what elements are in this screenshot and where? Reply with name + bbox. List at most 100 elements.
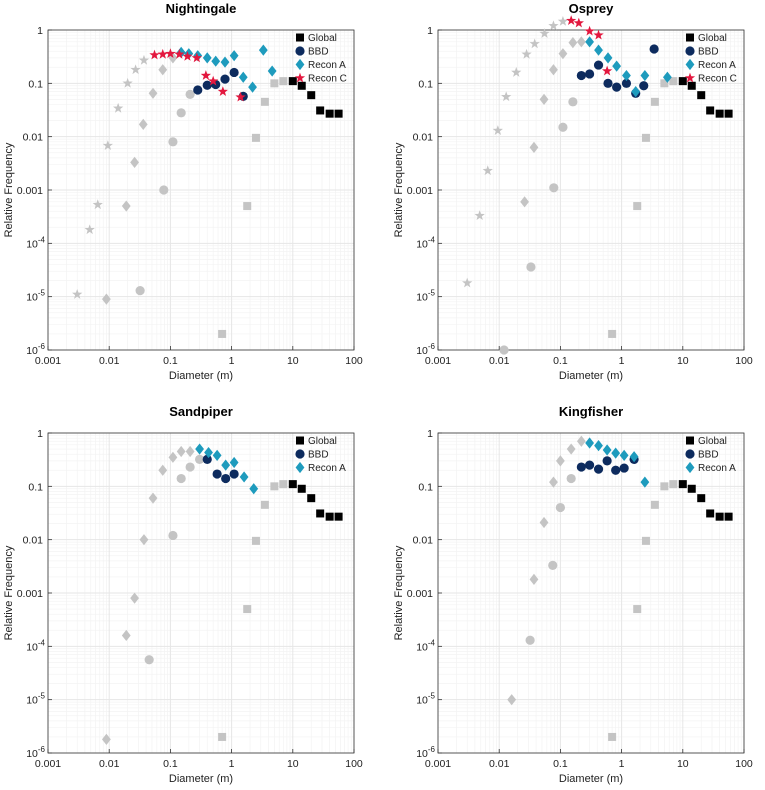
- recon-a-grey-point: [158, 64, 168, 76]
- recon-a-grey-point: [520, 196, 529, 208]
- y-tick-label: 10-5: [26, 289, 45, 304]
- recon-c-grey-point: [130, 64, 141, 75]
- recon-a-point: [229, 456, 239, 469]
- recon-c-point: [584, 25, 595, 36]
- legend-marker-bbd: [685, 46, 695, 56]
- global-point: [325, 512, 334, 521]
- recon-c-grey-point: [529, 38, 540, 49]
- x-tick-label: 1: [229, 355, 235, 367]
- bbd-grey-point: [144, 655, 154, 665]
- x-tick-label: 0.1: [163, 355, 178, 367]
- recon-a-grey-point: [158, 464, 168, 476]
- legend-marker-global: [686, 436, 694, 445]
- global-grey-point: [608, 732, 617, 741]
- recon-a-point: [585, 437, 594, 449]
- chart-title: Osprey: [569, 1, 615, 16]
- y-tick-label: 10-4: [416, 638, 435, 653]
- recon-c-grey-point: [548, 20, 559, 31]
- x-tick-label: 0.001: [35, 758, 61, 770]
- bbd-grey-point: [499, 345, 509, 355]
- legend-label: Recon A: [308, 60, 346, 71]
- bbd-grey-point: [176, 108, 186, 118]
- x-tick-label: 0.001: [425, 758, 451, 770]
- recon-a-grey-point: [549, 64, 558, 76]
- legend-marker-recon-a: [685, 58, 695, 71]
- legend-marker-global: [296, 436, 304, 445]
- recon-c-point: [208, 75, 219, 86]
- recon-c-point: [200, 70, 212, 80]
- global-point: [715, 109, 724, 118]
- x-tick-label: 10: [677, 355, 689, 367]
- global-grey-point: [251, 133, 260, 142]
- recon-c-grey-point: [557, 15, 569, 26]
- global-grey-point: [641, 536, 650, 545]
- recon-a-grey-point: [168, 52, 178, 64]
- bbd-point: [193, 85, 203, 95]
- bbd-point: [576, 462, 586, 472]
- grid: [437, 29, 745, 351]
- global-grey-point: [279, 480, 288, 489]
- legend-label: BBD: [308, 47, 329, 58]
- bbd-point: [220, 74, 230, 84]
- y-tick-label: 1: [37, 25, 43, 37]
- y-tick-label: 10-4: [26, 235, 45, 250]
- recon-a-grey-point: [121, 629, 131, 642]
- bbd-point: [611, 465, 621, 475]
- recon-a-point: [202, 52, 212, 64]
- recon-c-point: [174, 48, 185, 59]
- legend-label: Recon C: [698, 74, 737, 85]
- global-point: [724, 109, 733, 118]
- recon-c-grey-point: [84, 224, 95, 235]
- recon-a-grey-point: [176, 445, 186, 458]
- chart-title: Nightingale: [166, 1, 237, 16]
- recon-a-grey-point: [121, 200, 131, 212]
- global-point: [715, 512, 724, 521]
- global-point: [334, 109, 343, 118]
- recon-a-grey-point: [529, 141, 539, 153]
- bbd-grey-point: [168, 137, 178, 147]
- y-tick-label: 1: [427, 25, 433, 37]
- recon-a-grey-point: [168, 451, 178, 463]
- global-grey-point: [260, 97, 269, 106]
- bbd-grey-point: [168, 530, 178, 541]
- recon-a-grey-point: [148, 492, 158, 504]
- y-tick-label: 10-4: [416, 235, 435, 250]
- recon-c-grey-point: [122, 77, 133, 88]
- recon-a-point: [267, 65, 277, 77]
- global-point: [316, 106, 325, 115]
- global-grey-point: [260, 500, 269, 509]
- global-grey-point: [251, 536, 260, 545]
- y-axis-label: Relative Frequency: [3, 545, 15, 640]
- recon-c-point: [157, 48, 168, 59]
- global-grey-point: [650, 500, 659, 509]
- x-tick-label: 0.01: [489, 355, 510, 367]
- recon-c-point: [235, 91, 246, 102]
- legend-marker-recon-a: [295, 58, 305, 71]
- global-grey-point: [660, 482, 669, 491]
- recon-c-point: [165, 48, 176, 59]
- bbd-grey-point: [185, 89, 195, 100]
- recon-c-grey-point: [492, 125, 503, 135]
- bbd-point: [576, 70, 586, 81]
- recon-a-point: [248, 81, 257, 93]
- bbd-point: [649, 44, 659, 54]
- recon-a-point: [195, 443, 204, 455]
- recon-c-grey-point: [521, 48, 532, 59]
- recon-a-point: [611, 447, 621, 459]
- chart-panel-osprey: 0.001 0.01 0.1 1 10 100 1 0.1 0.01 0.001 10-4 10-5 1…: [393, 1, 753, 382]
- bbd-grey-point: [185, 462, 195, 472]
- recon-a-grey-point: [138, 118, 148, 130]
- y-tick-label: 0.001: [17, 185, 43, 197]
- recon-c-grey-point: [138, 54, 150, 65]
- legend-marker-bbd: [685, 449, 695, 459]
- recon-a-point: [640, 476, 650, 488]
- recon-c-point: [566, 15, 577, 25]
- recon-c-grey-point: [462, 277, 473, 288]
- global-grey-point: [669, 77, 678, 86]
- recon-a-point: [640, 69, 650, 82]
- chart-title: Kingfisher: [559, 404, 623, 419]
- recon-c-point: [182, 50, 193, 61]
- y-tick-label: 0.01: [23, 535, 44, 547]
- recon-c-point: [593, 29, 604, 40]
- global-grey-point: [218, 732, 227, 741]
